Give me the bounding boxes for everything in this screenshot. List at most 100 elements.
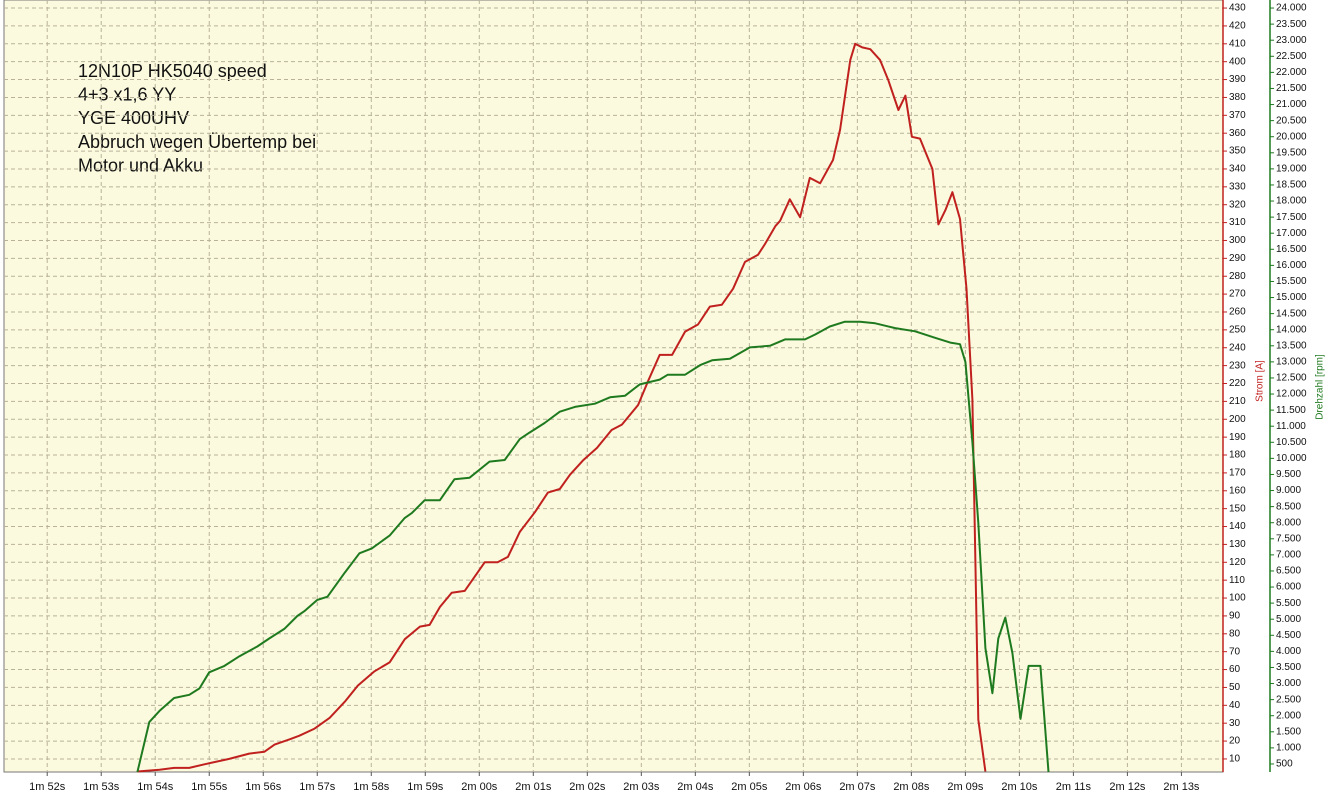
y2-tick-label: 12.500 [1276, 373, 1307, 384]
x-tick-label: 1m 54s [137, 781, 174, 793]
x-tick-label: 2m 08s [893, 781, 930, 793]
y2-tick-label: 18.500 [1276, 180, 1307, 191]
y2-tick-label: 16.500 [1276, 244, 1307, 255]
y-tick-label: 310 [1229, 217, 1246, 228]
y-tick-label: 270 [1229, 289, 1246, 300]
y2-tick-label: 13.000 [1276, 357, 1307, 368]
y2-axis-label: Drehzahl [rpm] [1315, 354, 1326, 420]
y2-tick-label: 1.500 [1276, 726, 1301, 737]
y2-tick-label: 23.000 [1276, 35, 1307, 46]
y-tick-label: 230 [1229, 360, 1246, 371]
y-tick-label: 250 [1229, 325, 1246, 336]
y2-tick-label: 5.500 [1276, 598, 1301, 609]
y2-tick-label: 8.500 [1276, 501, 1301, 512]
y-tick-label: 410 [1229, 38, 1246, 49]
x-tick-label: 1m 59s [407, 781, 444, 793]
y-tick-label: 130 [1229, 539, 1246, 550]
y-tick-label: 400 [1229, 56, 1246, 67]
x-tick-label: 1m 57s [299, 781, 336, 793]
x-tick-label: 2m 03s [623, 781, 660, 793]
y-tick-label: 300 [1229, 235, 1246, 246]
y-tick-label: 380 [1229, 92, 1246, 103]
x-tick-label: 1m 53s [83, 781, 120, 793]
y2-tick-label: 18.000 [1276, 196, 1307, 207]
y2-tick-label: 5.000 [1276, 614, 1301, 625]
y2-tick-label: 15.000 [1276, 292, 1307, 303]
y2-tick-label: 4.000 [1276, 646, 1301, 657]
y2-tick-label: 500 [1276, 759, 1293, 770]
y2-tick-label: 11.500 [1276, 405, 1306, 416]
y-tick-label: 50 [1229, 682, 1241, 693]
y-tick-label: 90 [1229, 611, 1241, 622]
y-tick-label: 70 [1229, 646, 1241, 657]
y2-tick-label: 7.000 [1276, 550, 1301, 561]
y-tick-label: 60 [1229, 664, 1241, 675]
y-tick-label: 30 [1229, 718, 1241, 729]
y-tick-label: 180 [1229, 450, 1246, 461]
y2-tick-label: 19.000 [1276, 164, 1307, 175]
y2-tick-label: 9.500 [1276, 469, 1301, 480]
y-tick-label: 340 [1229, 164, 1246, 175]
x-tick-label: 2m 04s [677, 781, 714, 793]
x-tick-label: 2m 12s [1109, 781, 1146, 793]
y-tick-label: 40 [1229, 700, 1241, 711]
x-tick-label: 1m 58s [353, 781, 390, 793]
y-tick-label: 260 [1229, 307, 1246, 318]
x-tick-label: 2m 05s [731, 781, 768, 793]
y2-tick-label: 2.000 [1276, 710, 1301, 721]
y-tick-label: 110 [1229, 575, 1245, 586]
y-axis-label: Strom [A] [1255, 360, 1266, 402]
y-tick-label: 220 [1229, 378, 1246, 389]
y2-tick-label: 11.000 [1276, 421, 1306, 432]
y-tick-label: 290 [1229, 253, 1246, 264]
y-tick-label: 210 [1229, 396, 1246, 407]
x-tick-label: 2m 13s [1163, 781, 1200, 793]
y-tick-label: 350 [1229, 146, 1246, 157]
y2-tick-label: 22.000 [1276, 67, 1307, 78]
y2-tick-label: 13.500 [1276, 340, 1307, 351]
y-tick-label: 240 [1229, 342, 1246, 353]
y2-tick-label: 19.500 [1276, 147, 1307, 158]
series-line [136, 320, 1050, 773]
y2-tick-label: 22.500 [1276, 51, 1307, 62]
y2-tick-label: 3.000 [1276, 678, 1301, 689]
x-tick-label: 1m 56s [245, 781, 282, 793]
y2-tick-label: 21.500 [1276, 83, 1307, 94]
y2-tick-label: 20.500 [1276, 115, 1307, 126]
y2-tick-label: 20.000 [1276, 131, 1307, 142]
y-tick-label: 170 [1229, 468, 1246, 479]
y-tick-label: 160 [1229, 485, 1246, 496]
annotation-line: Motor und Akku [78, 156, 203, 176]
y-tick-label: 360 [1229, 128, 1246, 139]
x-tick-label: 1m 52s [29, 781, 66, 793]
y-tick-label: 320 [1229, 199, 1246, 210]
x-tick-label: 2m 02s [569, 781, 606, 793]
y-tick-label: 200 [1229, 414, 1246, 425]
y2-tick-label: 10.000 [1276, 453, 1307, 464]
y2-tick-label: 6.000 [1276, 582, 1301, 593]
y-tick-label: 330 [1229, 181, 1246, 192]
y2-tick-label: 21.000 [1276, 99, 1307, 110]
y2-tick-label: 10.500 [1276, 437, 1307, 448]
y2-tick-label: 7.500 [1276, 533, 1301, 544]
y2-tick-label: 6.500 [1276, 566, 1301, 577]
y-tick-label: 80 [1229, 628, 1241, 639]
x-tick-label: 2m 01s [515, 781, 552, 793]
y-tick-label: 10 [1229, 754, 1241, 765]
annotation-line: YGE 400UHV [78, 108, 189, 128]
x-tick-label: 2m 10s [1001, 781, 1038, 793]
y2-tick-label: 15.500 [1276, 276, 1307, 287]
y2-tick-label: 14.000 [1276, 324, 1307, 335]
y-tick-label: 140 [1229, 521, 1246, 532]
x-tick-label: 2m 00s [461, 781, 498, 793]
y-tick-label: 420 [1229, 21, 1246, 32]
y2-tick-label: 24.000 [1276, 3, 1307, 14]
y2-tick-label: 2.500 [1276, 694, 1301, 705]
y2-tick-label: 3.500 [1276, 662, 1301, 673]
y-tick-label: 100 [1229, 593, 1246, 604]
y-tick-label: 20 [1229, 736, 1241, 747]
y-tick-label: 430 [1229, 3, 1246, 14]
series-line [137, 42, 987, 773]
x-tick-label: 2m 11s [1056, 781, 1092, 793]
